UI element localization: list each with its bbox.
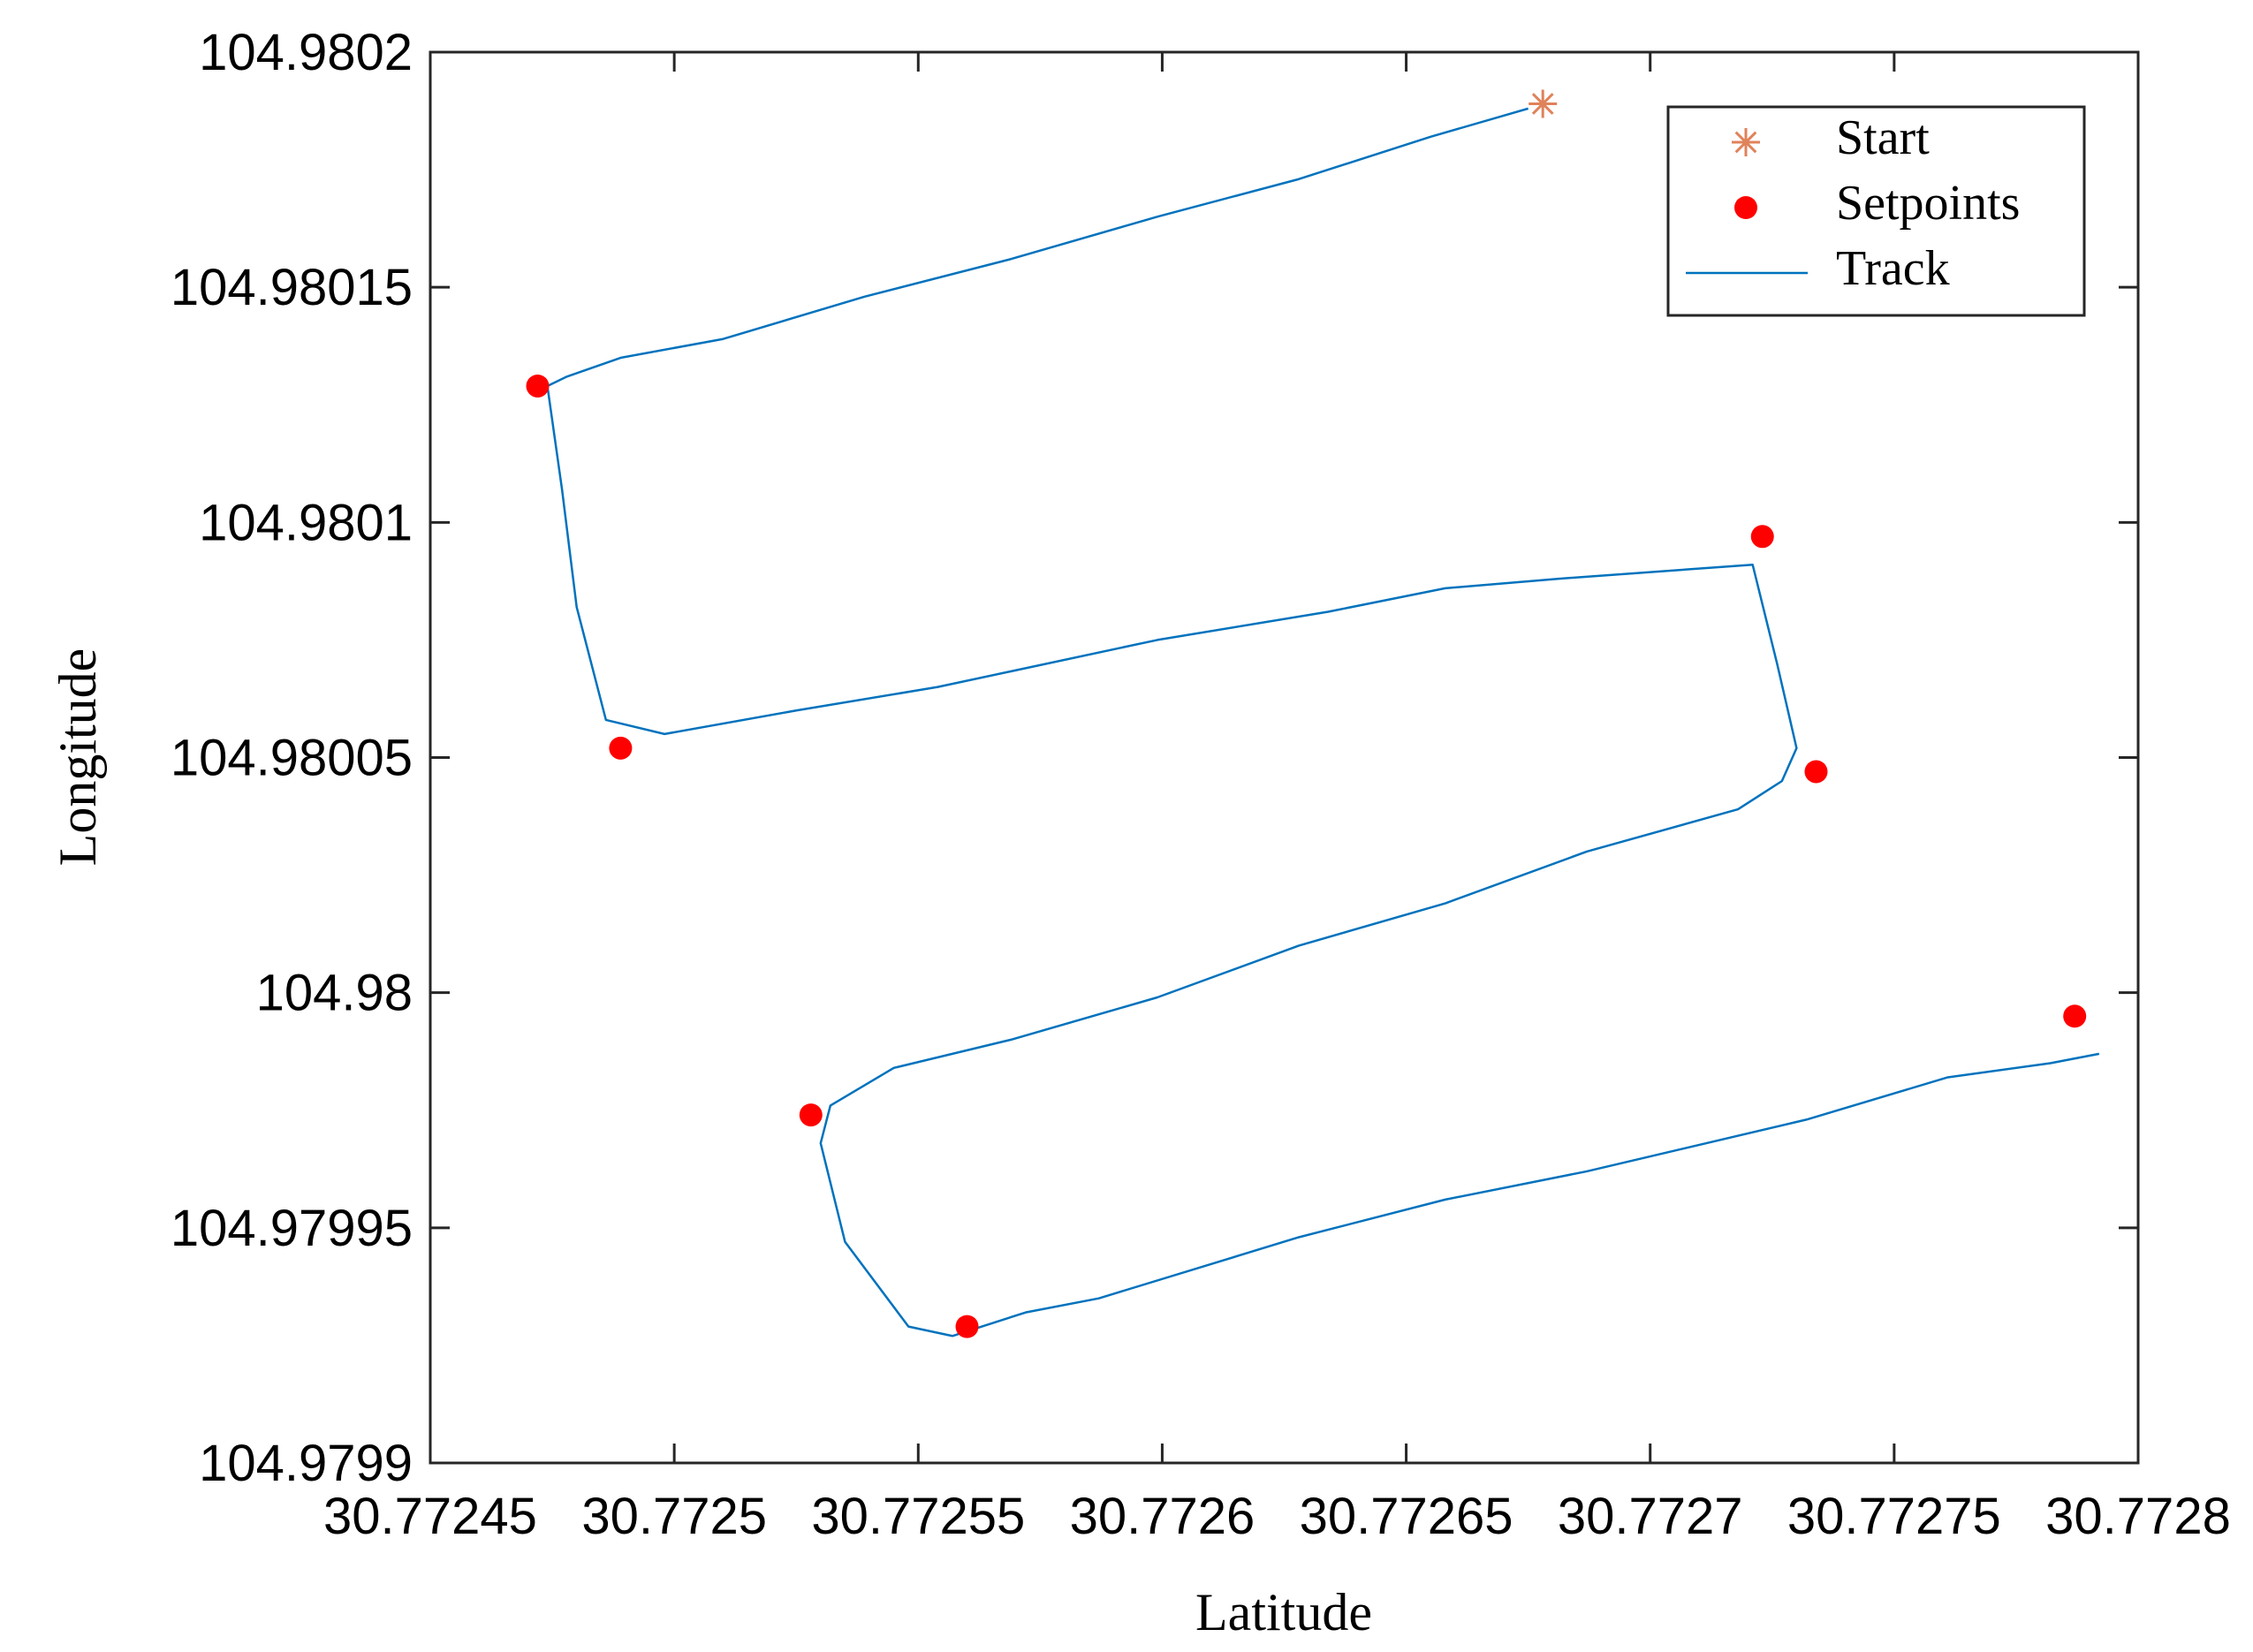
y-tick-label: 104.98 <box>256 965 413 1022</box>
setpoint <box>2063 1004 2087 1028</box>
setpoint <box>1750 525 1774 549</box>
setpoint <box>955 1315 979 1338</box>
y-tick-label: 104.9799 <box>199 1435 413 1492</box>
setpoint <box>799 1103 823 1127</box>
start-marker <box>1529 89 1558 118</box>
y-tick-label: 104.9802 <box>199 24 413 81</box>
x-tick-label: 30.77245 <box>323 1488 537 1545</box>
setpoint <box>1804 760 1828 784</box>
x-tick-label: 30.7725 <box>581 1488 767 1545</box>
y-tick-label: 104.98015 <box>171 259 413 316</box>
y-tick-label: 104.98005 <box>171 730 413 787</box>
setpoint <box>609 736 633 760</box>
x-tick-label: 30.7727 <box>1558 1488 1743 1545</box>
legend-label: Setpoints <box>1836 176 2020 231</box>
legend-label: Start <box>1836 110 1930 165</box>
y-axis-label: Longitude <box>49 648 107 867</box>
x-tick-label: 30.77275 <box>1787 1488 2001 1545</box>
y-tick-label: 104.9801 <box>199 494 413 551</box>
x-axis-label: Latitude <box>1195 1583 1372 1641</box>
x-tick-label: 30.7728 <box>2045 1488 2231 1545</box>
track-line <box>546 107 2100 1338</box>
y-tick-label: 104.97995 <box>171 1200 413 1257</box>
setpoint <box>526 374 550 398</box>
legend-label: Track <box>1836 241 1950 296</box>
x-tick-label: 30.77255 <box>811 1488 1025 1545</box>
x-tick-label: 30.7726 <box>1070 1488 1255 1545</box>
x-tick-label: 30.77265 <box>1300 1488 1513 1545</box>
legend-symbol <box>1732 128 1760 156</box>
legend-symbol <box>1734 196 1757 219</box>
